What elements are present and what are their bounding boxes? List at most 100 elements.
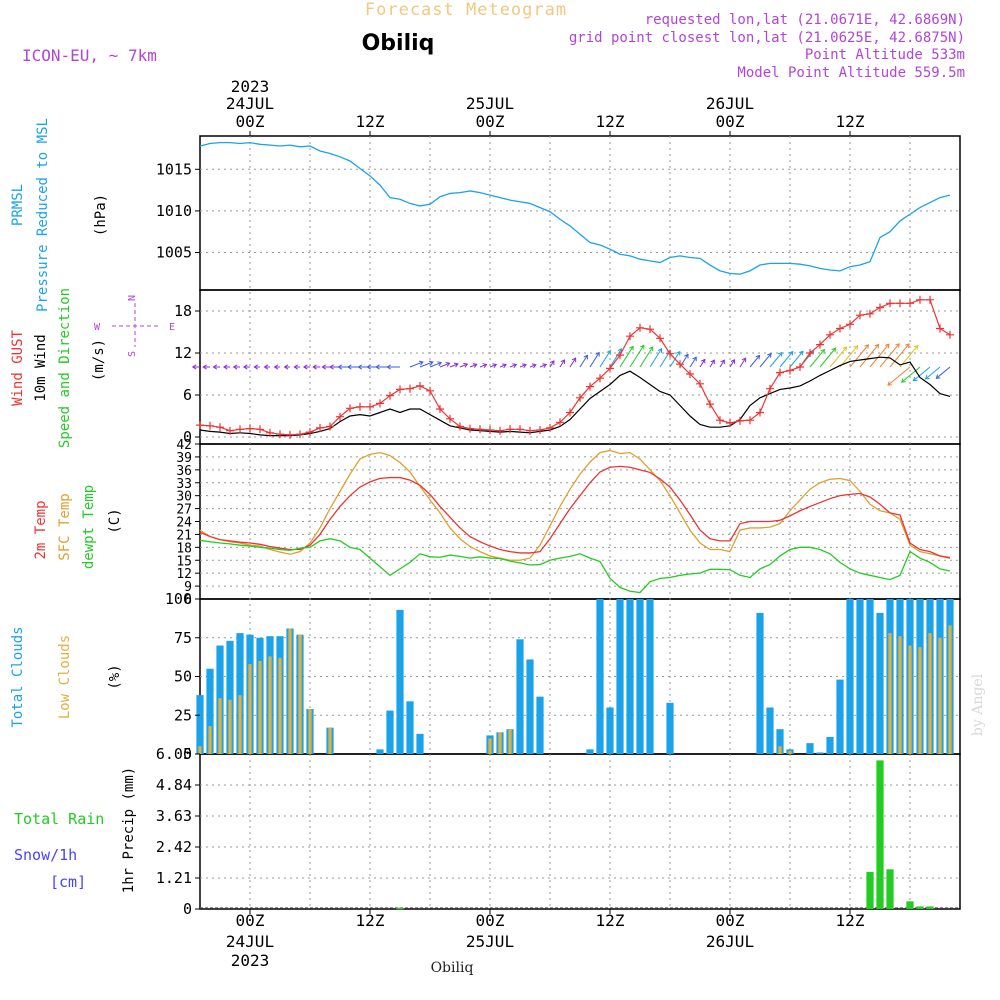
temperature-ytick-label: 30 [176, 490, 192, 505]
wind-arrow-head [741, 357, 747, 363]
precip-ytick-label: 3.63 [156, 807, 192, 825]
wind-arrow-head [895, 343, 900, 348]
low-cloud-bar [788, 750, 792, 754]
total-cloud-bar [826, 736, 834, 754]
wind-arrow-head [648, 346, 654, 351]
clouds-ytick-label: 100 [165, 590, 192, 608]
wind-arrow [639, 346, 654, 368]
low-cloud-bar [198, 746, 202, 754]
wind-arrow [759, 353, 772, 368]
gust-marker [306, 428, 314, 437]
wind-arrow [549, 360, 555, 368]
low-cloud-bar [918, 647, 922, 754]
wind-arrow-head [437, 361, 443, 367]
wind-arrow [579, 355, 588, 368]
wind-arrow-head [445, 361, 451, 367]
wind-arrow-head [293, 364, 298, 370]
wind-arrow-head [755, 354, 761, 360]
wind-arrow [819, 347, 836, 368]
low-cloud-bar [228, 699, 232, 754]
rain-bar [396, 907, 404, 910]
wind10m-label: 10m Wind [33, 334, 49, 401]
temp2m-label: 2m Temp [33, 500, 49, 559]
wind-arrow [629, 345, 645, 368]
y-tick-layer: 1005101010150612186912151821242730333639… [156, 160, 200, 918]
gust-marker [486, 426, 494, 434]
bottom-time-label: 25JUL [466, 932, 514, 951]
wind-arrow-head [329, 364, 334, 370]
pressure-ytick-label: 1005 [156, 244, 192, 262]
total-cloud-bar [596, 599, 604, 754]
wind-arrow-head [273, 364, 279, 370]
wind-arrow [879, 343, 900, 368]
wind-arrow [849, 344, 869, 368]
wind-arrow [689, 356, 697, 368]
wind-arrow [739, 357, 747, 368]
low-cloud-bar [218, 698, 222, 754]
gust-marker [406, 384, 414, 393]
wind-unit-label: (m/s) [91, 339, 107, 381]
gust-marker [846, 320, 854, 329]
top-time-label: 00Z [716, 112, 745, 131]
wind-arrow [729, 359, 735, 368]
wind-arrow-head [418, 360, 424, 366]
clouds-ytick-label: 75 [174, 629, 192, 647]
gust-marker [436, 405, 444, 413]
gust-marker [816, 340, 824, 349]
wind-arrow-head [913, 344, 919, 350]
total-cloud-bar [386, 710, 394, 754]
temperature-ytick-label: 27 [176, 503, 192, 518]
gust-marker [666, 349, 674, 358]
low-cloud-bar [238, 695, 242, 754]
wind-arrow-head [905, 343, 910, 349]
total-cloud-bar [516, 639, 524, 754]
gust-marker [716, 416, 724, 425]
gust-marker [446, 414, 454, 423]
wind-arrow-head [482, 363, 488, 368]
wind-arrow [489, 364, 497, 368]
gust-marker [276, 430, 284, 439]
wind-arrow [409, 361, 424, 368]
total-cloud-bar [646, 599, 654, 754]
wind-arrow-head [263, 364, 269, 370]
gust-marker [516, 425, 524, 434]
gust-marker [386, 391, 394, 400]
gust-marker [466, 424, 474, 433]
precip-ytick-label: 2.42 [156, 838, 192, 856]
bottom-time-label: 26JUL [706, 932, 754, 951]
bottom-time-label: 00Z [236, 911, 265, 930]
gust-marker [326, 422, 334, 431]
gust-marker [626, 332, 634, 341]
snow-label: Snow/1h [14, 846, 77, 864]
gust-label: Wind GUST [10, 330, 26, 406]
gust-marker [866, 309, 874, 318]
prmsl-label: PRMSL [10, 184, 26, 226]
temperature-ytick-label: 42 [176, 438, 192, 453]
total-cloud-bar [396, 609, 404, 754]
clouds-ytick-label: 50 [174, 668, 192, 686]
wind-arrow [539, 364, 547, 368]
total-cloud-bar [856, 599, 864, 754]
wind-arrow [809, 349, 825, 368]
wind-arrow [901, 366, 921, 383]
pressure-panel-frame [199, 135, 961, 291]
sfc-temp-label: SFC Temp [57, 493, 73, 560]
wind-arrow-head [820, 348, 826, 354]
gust-marker [226, 426, 234, 435]
precip-panel-frame [199, 753, 961, 910]
low-cloud-bar [248, 664, 252, 754]
gust-marker [266, 428, 274, 437]
wind-arrow-head [512, 363, 518, 369]
top-time-label: 24JUL [226, 94, 274, 113]
sfc-temp-line [199, 449, 951, 561]
gust-marker [806, 349, 814, 357]
total-cloud-bar [416, 733, 424, 754]
rain-bar [926, 906, 934, 909]
gust-marker [416, 381, 424, 390]
point-altitude: Point Altitude 533m [805, 47, 965, 63]
wind-arrow-head [831, 347, 837, 353]
gust-marker [246, 424, 254, 433]
wind-arrow-head [375, 364, 380, 370]
top-time-label: 25JUL [466, 94, 514, 113]
wind-arrow [829, 346, 847, 368]
